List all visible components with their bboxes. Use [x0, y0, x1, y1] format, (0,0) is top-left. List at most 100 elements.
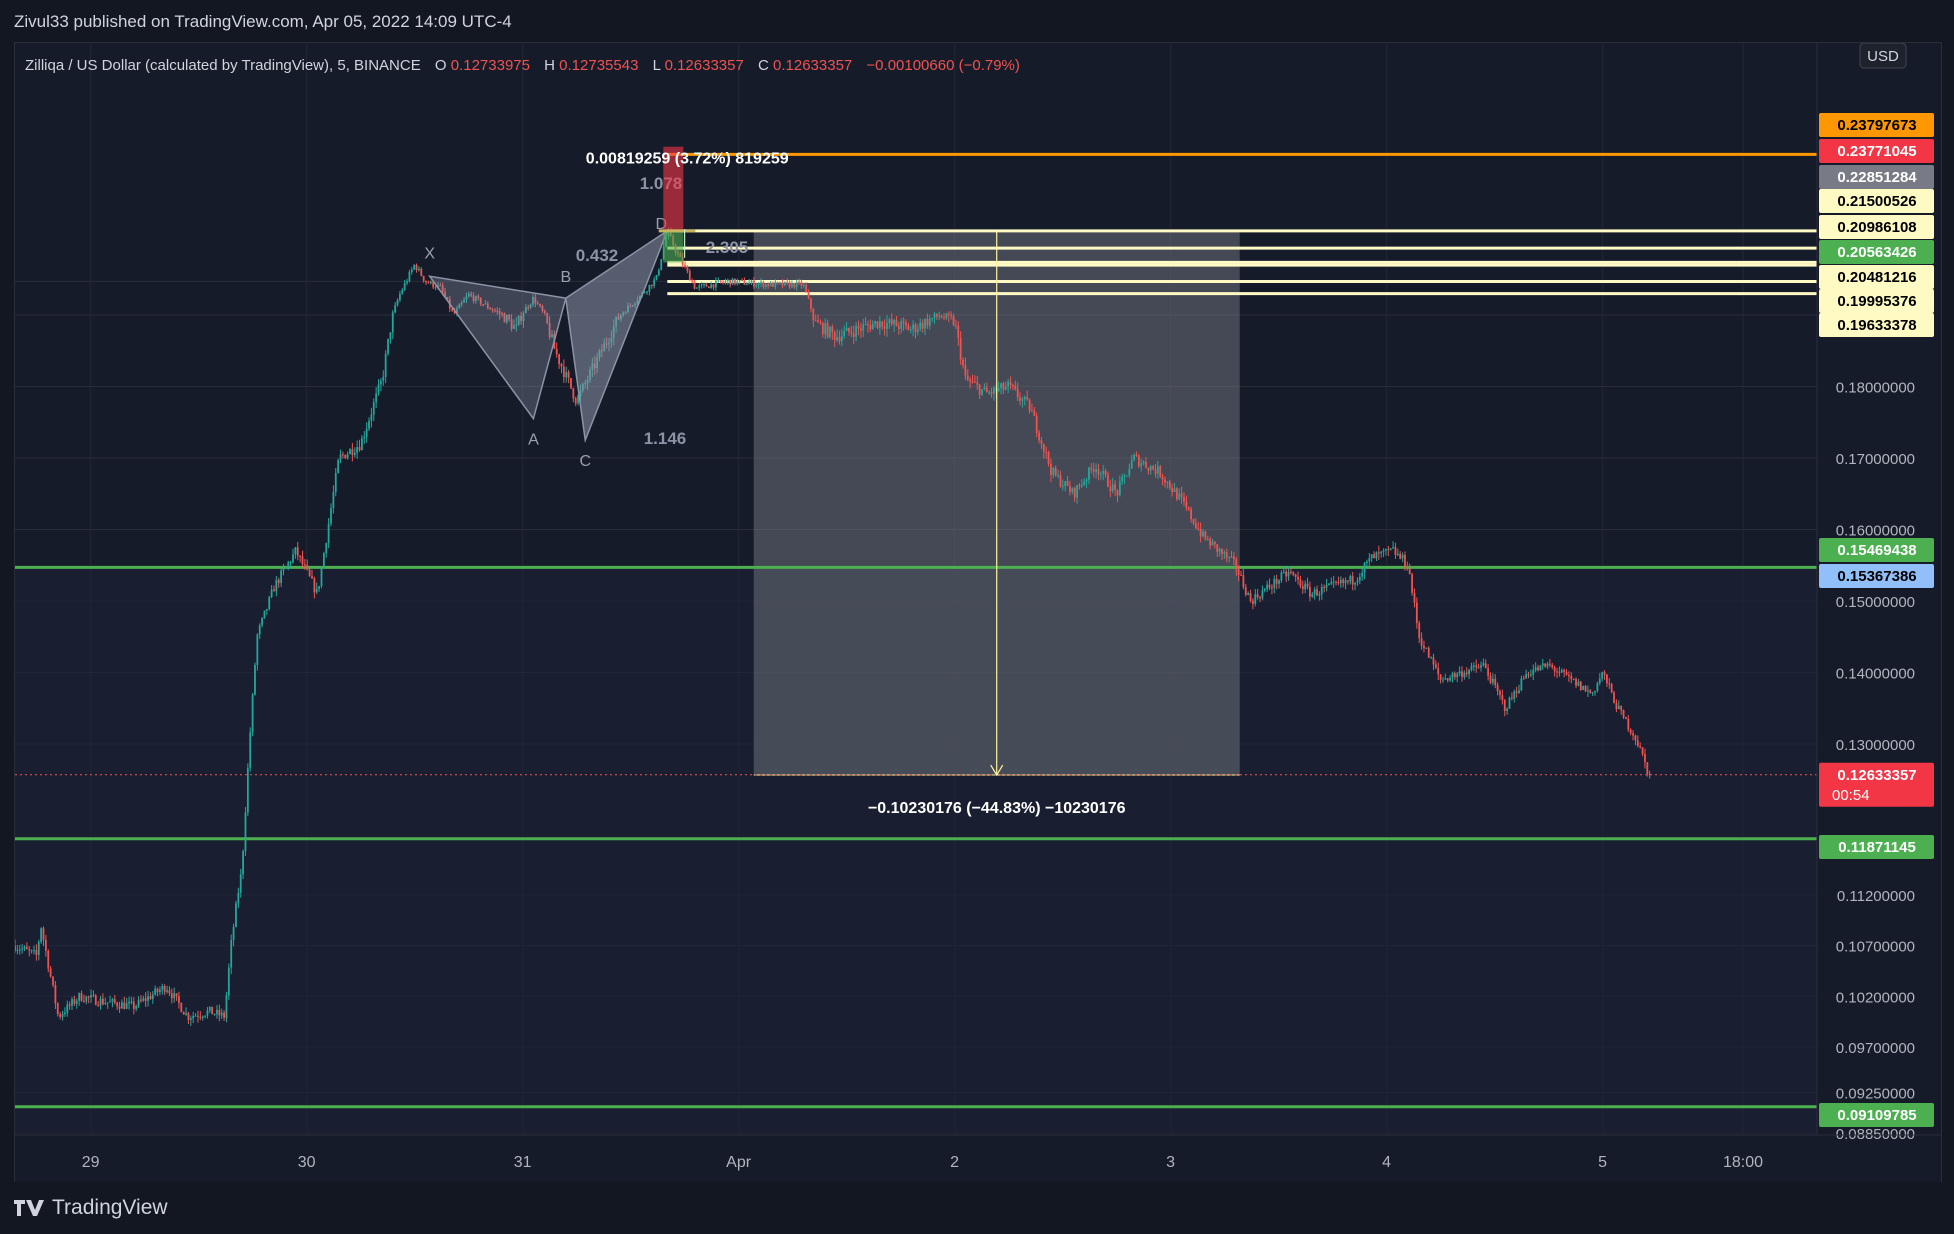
countdown-label: 00:54 [1832, 787, 1870, 804]
candle-body [954, 324, 957, 326]
y-tick-label: 0.14000000 [1836, 666, 1915, 683]
candle-body [1644, 754, 1646, 763]
candle-body [218, 1009, 221, 1016]
candle-body [779, 282, 781, 284]
candle-body [1515, 691, 1518, 693]
candle-body [1529, 674, 1532, 676]
candle-body [40, 928, 43, 942]
candle-body [1629, 729, 1632, 734]
candle-body [529, 304, 532, 308]
candle-body [829, 326, 831, 338]
candle-body [1494, 678, 1497, 686]
candle-body [1218, 549, 1221, 552]
candle-body [648, 284, 651, 292]
candle-body [574, 398, 577, 404]
candle-body [660, 259, 663, 270]
candle-body [344, 454, 347, 459]
candle-body [1152, 466, 1155, 470]
candle-body [1097, 469, 1100, 475]
candle-body [149, 996, 152, 999]
candle-body [1453, 673, 1456, 678]
candle-body [819, 322, 822, 324]
candle-body [1230, 556, 1233, 558]
candle-body [515, 324, 518, 326]
candle-body [121, 1002, 123, 1009]
candle-body [1059, 475, 1062, 487]
open-value: 0.12733975 [451, 57, 530, 74]
candle-body [1328, 583, 1330, 585]
candle-body [125, 1003, 128, 1009]
candle-body [1045, 451, 1048, 453]
change-value: −0.00100660 (−0.79%) [866, 57, 1019, 74]
candle-body [1035, 415, 1038, 433]
candle-body [707, 286, 710, 288]
candle-body [1102, 470, 1105, 474]
candle-body [63, 1012, 66, 1015]
candle-body [653, 279, 656, 286]
candle-body [1525, 673, 1528, 679]
candle-body [905, 322, 907, 326]
candle-body [845, 327, 848, 331]
candle-body [912, 324, 915, 330]
candle-body [1625, 717, 1627, 719]
y-tick-label: 0.11200000 [1837, 888, 1915, 905]
candle-body [700, 284, 703, 286]
candle-body [446, 296, 449, 300]
candle-body [966, 375, 969, 380]
candle-body [900, 321, 903, 329]
candle-body [1121, 476, 1124, 482]
candle-body [230, 940, 233, 968]
candle-body [821, 323, 824, 335]
pattern-point-label: A [528, 432, 539, 449]
candle-body [1173, 488, 1176, 492]
candle-body [1301, 586, 1304, 590]
candle-body [1344, 580, 1347, 584]
candle-body [1491, 678, 1494, 683]
candle-body [1309, 586, 1311, 597]
candle-body [47, 950, 50, 969]
candle-body [239, 874, 242, 893]
price-tag-label: 0.15469438 [1837, 542, 1916, 559]
candle-body [470, 293, 473, 296]
candle-body [356, 447, 359, 453]
candle-body [1413, 592, 1416, 603]
candle-body [895, 320, 898, 327]
candle-body [479, 298, 482, 305]
candle-body [1506, 708, 1509, 711]
chart-area[interactable]: X A B C D 1.078 0.432 2.305 1.146 0.00819259 (3.… [14, 42, 1942, 1184]
candle-body [380, 380, 382, 385]
candle-body [1026, 396, 1029, 400]
candle-body [543, 311, 546, 314]
candle-body [1446, 678, 1449, 681]
candle-body [1104, 470, 1107, 475]
candle-body [1000, 383, 1002, 389]
candle-body [1356, 580, 1359, 583]
candle-body [950, 314, 953, 317]
candle-body [1019, 397, 1021, 401]
y-tick-label: 0.16000000 [1836, 523, 1915, 540]
high-label: H [544, 57, 555, 74]
currency-button[interactable]: USD [1859, 42, 1907, 69]
candle-body [1532, 670, 1535, 675]
candle-body [1546, 663, 1549, 667]
candle-body [1290, 571, 1292, 573]
candle-body [988, 392, 991, 394]
candle-body [1175, 488, 1178, 500]
svg-text:Zilliqa / US Dollar (calculate: Zilliqa / US Dollar (calculated by Tradi… [25, 57, 1020, 74]
candle-body [496, 310, 499, 312]
candle-body [75, 1000, 78, 1004]
candle-body [990, 392, 993, 394]
candle-body [1133, 454, 1135, 461]
candle-body [225, 995, 228, 1018]
candle-body [1349, 576, 1352, 582]
candle-body [1434, 664, 1437, 668]
candle-body [921, 322, 924, 329]
candle-body [1012, 384, 1014, 387]
candle-body [394, 305, 397, 313]
tradingview-brand[interactable]: TradingView [14, 1196, 168, 1220]
candle-body [536, 303, 539, 305]
candle-body [551, 334, 553, 337]
candle-body [1335, 581, 1337, 583]
candle-body [527, 307, 530, 309]
